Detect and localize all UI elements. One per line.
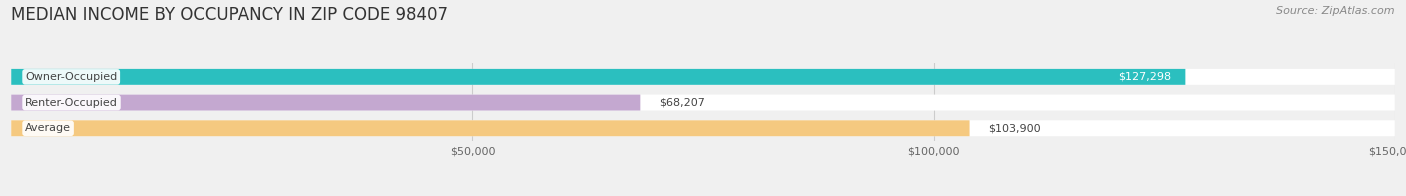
Text: Source: ZipAtlas.com: Source: ZipAtlas.com (1277, 6, 1395, 16)
FancyBboxPatch shape (11, 69, 1185, 85)
FancyBboxPatch shape (11, 69, 1395, 85)
FancyBboxPatch shape (11, 120, 1395, 136)
Text: $68,207: $68,207 (659, 98, 704, 108)
Text: Average: Average (25, 123, 72, 133)
Text: MEDIAN INCOME BY OCCUPANCY IN ZIP CODE 98407: MEDIAN INCOME BY OCCUPANCY IN ZIP CODE 9… (11, 6, 449, 24)
Text: Owner-Occupied: Owner-Occupied (25, 72, 117, 82)
Text: Renter-Occupied: Renter-Occupied (25, 98, 118, 108)
FancyBboxPatch shape (11, 95, 1395, 111)
FancyBboxPatch shape (11, 95, 640, 111)
Text: $103,900: $103,900 (988, 123, 1040, 133)
Text: $127,298: $127,298 (1118, 72, 1171, 82)
FancyBboxPatch shape (11, 120, 970, 136)
